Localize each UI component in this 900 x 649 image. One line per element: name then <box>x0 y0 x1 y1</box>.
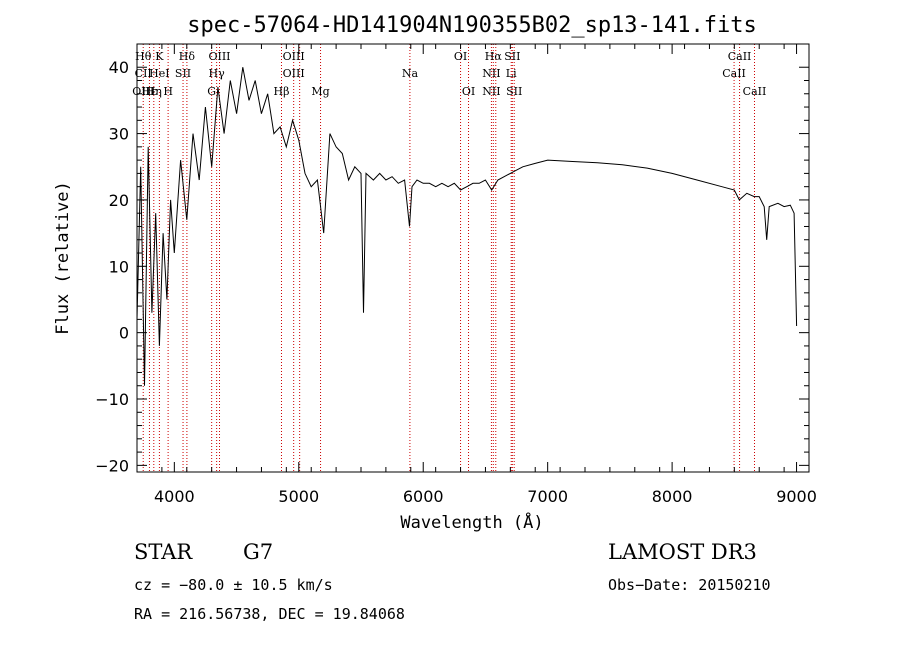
object-class: STAR <box>134 540 193 564</box>
line-marker-label: Hγ <box>209 67 226 80</box>
line-marker-label: NII <box>482 85 500 98</box>
y-axis-ticks: −20 −10 0 10 20 30 40 <box>95 58 809 475</box>
line-marker-label: H <box>163 85 173 98</box>
line-marker-label: Li <box>506 67 517 80</box>
line-marker-label: OIII <box>208 50 230 63</box>
line-marker-label: Mg <box>311 85 329 98</box>
redshift-readout: cz = −80.0 ± 10.5 km/s <box>134 576 333 594</box>
line-marker-label: Hα <box>485 50 503 63</box>
line-marker-label: NII <box>482 67 500 80</box>
x-axis-label: Wavelength (Å) <box>400 511 543 533</box>
y-axis-label: Flux (relative) <box>53 181 73 335</box>
line-marker-labels: HθCIIOIIIHεHηKHeIHSIIHδGHγOIIIHβOIIIOIII… <box>132 50 766 98</box>
survey-name: LAMOST DR3 <box>608 540 757 564</box>
line-marker-label: G <box>207 85 216 98</box>
chart-title: spec-57064-HD141904N190355B02_sp13-141.f… <box>187 13 757 38</box>
line-marker-label: CII <box>135 67 152 80</box>
line-marker-label: OI <box>454 50 467 63</box>
line-marker-label: Hε <box>142 85 158 98</box>
line-marker-label: HeI <box>149 67 169 80</box>
line-marker-label: CaII <box>743 85 767 98</box>
plot-frame <box>136 43 810 473</box>
y-tick-label: −10 <box>95 390 129 409</box>
line-marker-label: Hη <box>146 85 162 98</box>
line-markers <box>142 44 755 472</box>
x-axis-ticks: 4000 5000 6000 7000 8000 9000 <box>136 44 817 506</box>
line-marker-label: OI <box>462 85 475 98</box>
line-marker-label: Na <box>402 67 419 80</box>
y-tick-label: 10 <box>109 257 129 276</box>
x-tick-label: 9000 <box>776 487 817 506</box>
x-tick-label: 5000 <box>278 487 319 506</box>
line-marker-label: Hβ <box>274 85 290 98</box>
x-tick-label: 4000 <box>154 487 195 506</box>
x-tick-label: 8000 <box>652 487 693 506</box>
coordinates: RA = 216.56738, DEC = 19.84068 <box>134 605 405 623</box>
line-marker-label: OIII <box>132 85 154 98</box>
y-tick-label: 40 <box>109 58 129 77</box>
line-marker-label: CaII <box>722 67 746 80</box>
line-marker-label: SII <box>506 85 522 98</box>
x-tick-label: 7000 <box>527 487 568 506</box>
obs-date: Obs−Date: 20150210 <box>608 576 771 594</box>
line-marker-label: K <box>155 50 164 63</box>
line-marker-label: Hδ <box>179 50 196 63</box>
line-marker-label: OIII <box>283 50 305 63</box>
line-marker-label: CaII <box>728 50 752 63</box>
x-tick-label: 6000 <box>403 487 444 506</box>
line-marker-label: SII <box>175 67 191 80</box>
flux-series-line <box>136 67 798 386</box>
line-marker-label: Hθ <box>135 50 152 63</box>
y-tick-label: 20 <box>109 191 129 210</box>
object-subclass: G7 <box>243 540 274 564</box>
y-tick-label: −20 <box>95 456 129 475</box>
line-marker-label: SII <box>504 50 520 63</box>
line-marker-label: OIII <box>283 67 305 80</box>
y-tick-label: 0 <box>119 324 129 343</box>
y-tick-label: 30 <box>109 125 129 144</box>
